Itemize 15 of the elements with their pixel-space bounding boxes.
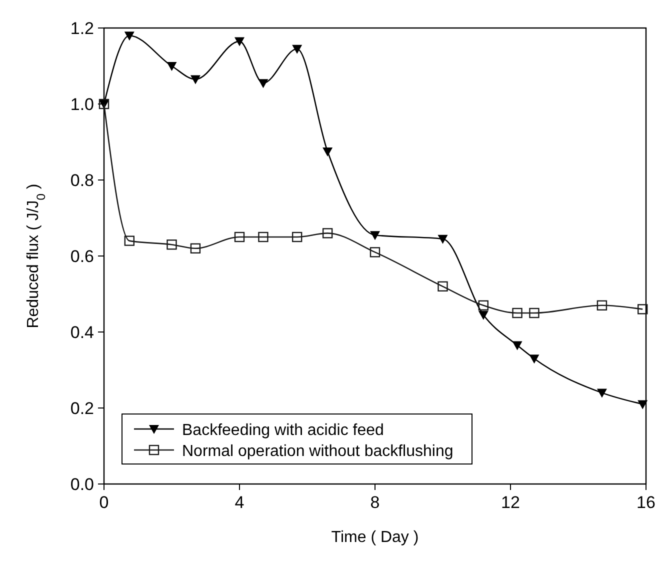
y-tick-label: 0.8 [70,171,94,190]
y-tick-label: 0.2 [70,399,94,418]
x-tick-label: 12 [501,493,520,512]
y-tick-label: 0.6 [70,247,94,266]
x-tick-label: 8 [370,493,380,512]
y-tick-label: 1.2 [70,19,94,38]
y-tick-label: 1.0 [70,95,94,114]
legend-label: Backfeeding with acidic feed [182,422,384,439]
x-tick-label: 16 [636,493,656,512]
y-tick-label: 0.0 [70,475,94,494]
x-tick-label: 4 [234,493,244,512]
legend-label: Normal operation without backflushing [182,443,454,460]
x-axis-title: Time ( Day ) [331,529,419,546]
y-tick-label: 0.4 [70,323,94,342]
x-tick-label: 0 [99,493,109,512]
